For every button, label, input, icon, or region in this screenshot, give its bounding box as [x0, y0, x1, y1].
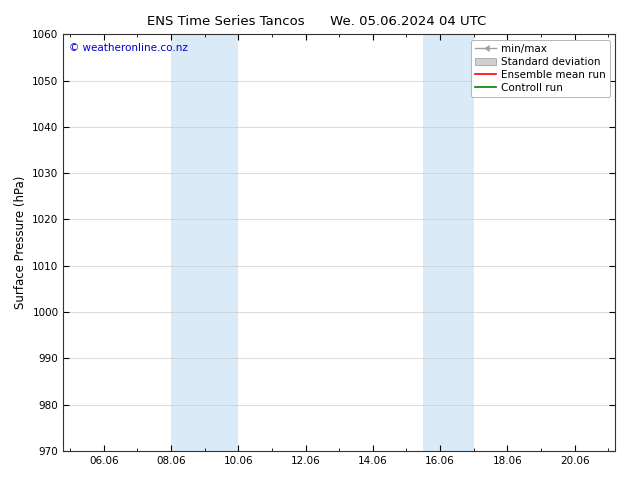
Bar — [424, 34, 474, 451]
Y-axis label: Surface Pressure (hPa): Surface Pressure (hPa) — [14, 176, 27, 309]
Bar — [171, 34, 238, 451]
Text: © weatheronline.co.nz: © weatheronline.co.nz — [69, 43, 188, 52]
Text: ENS Time Series Tancos      We. 05.06.2024 04 UTC: ENS Time Series Tancos We. 05.06.2024 04… — [147, 15, 487, 28]
Legend: min/max, Standard deviation, Ensemble mean run, Controll run: min/max, Standard deviation, Ensemble me… — [470, 40, 610, 97]
